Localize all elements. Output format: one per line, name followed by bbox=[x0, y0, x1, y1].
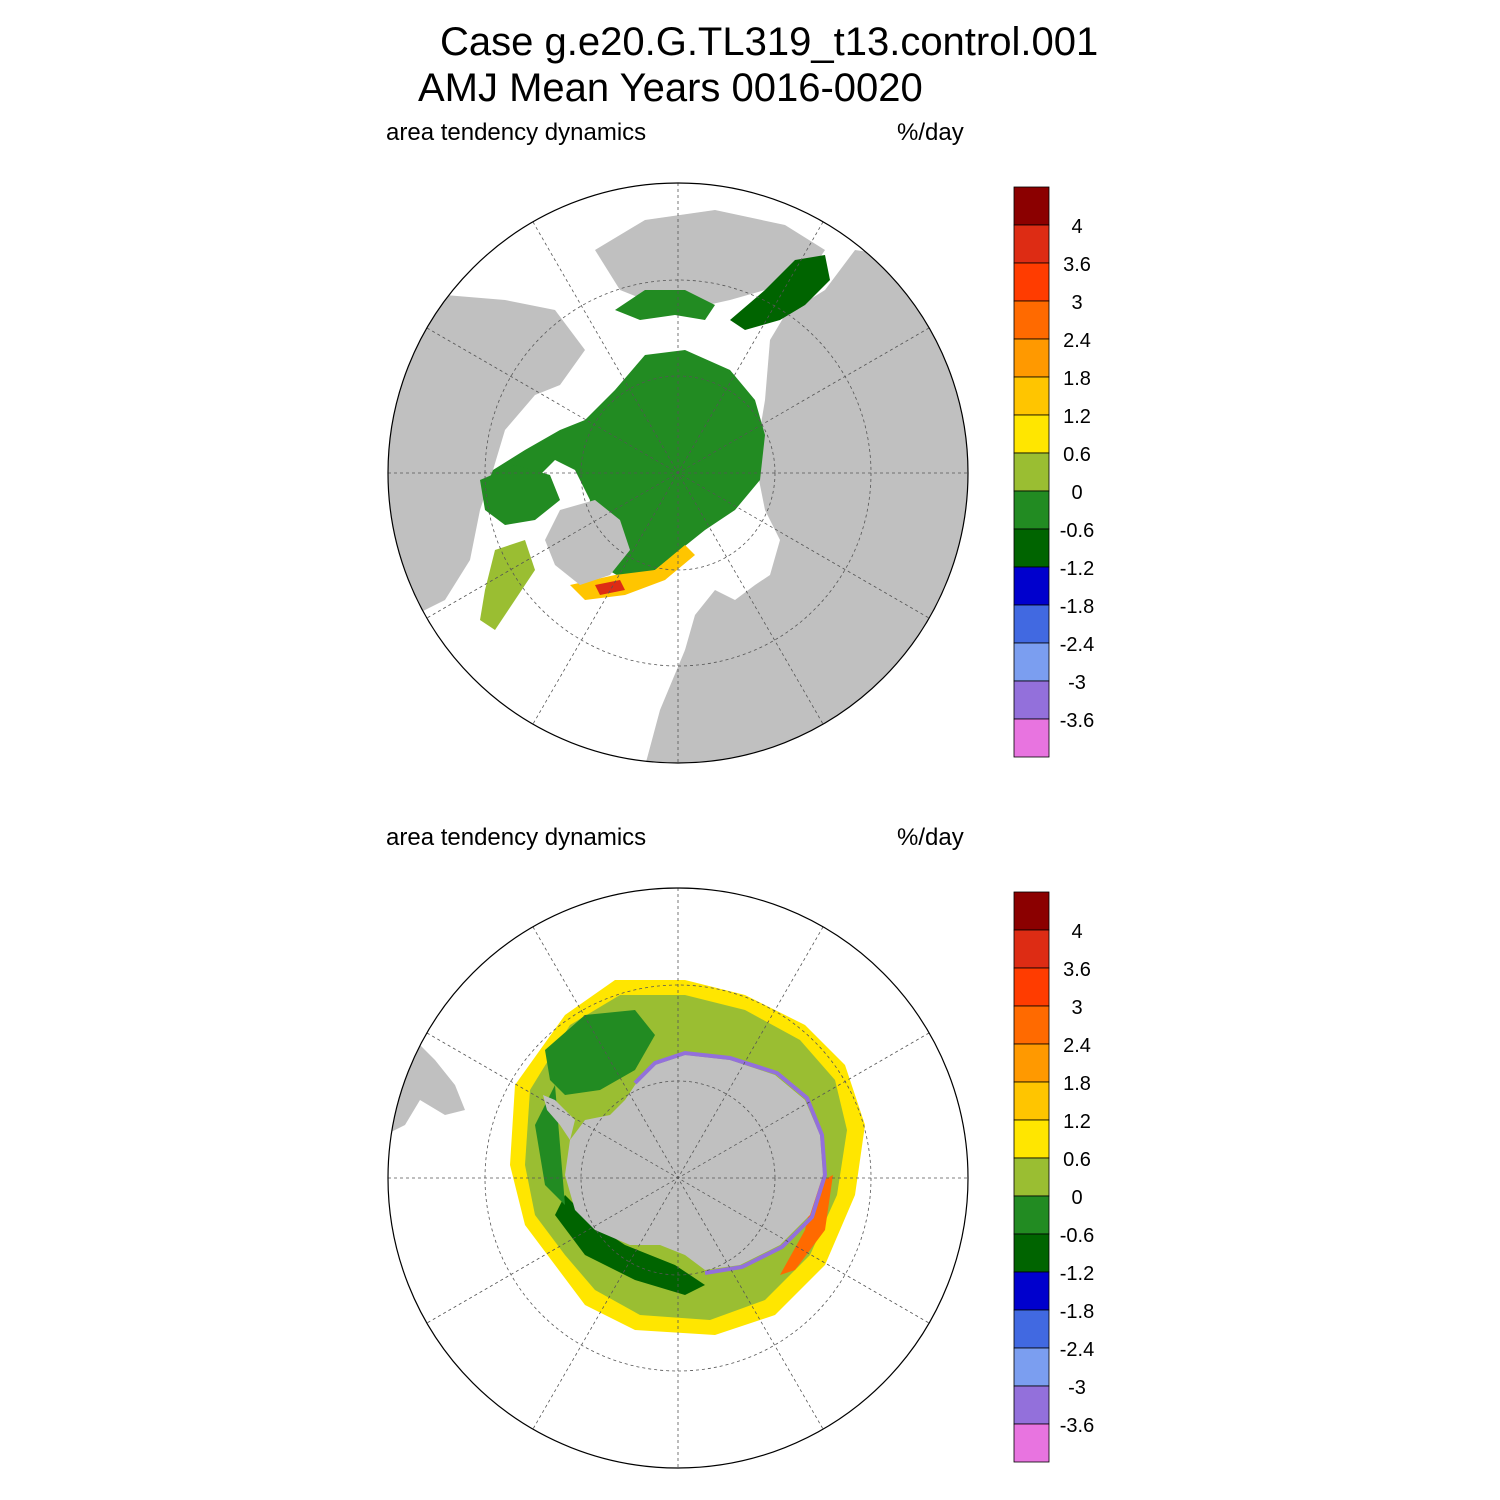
colorbar-tick-label: 4 bbox=[1071, 216, 1082, 238]
colorbar-tick-label: -1.2 bbox=[1060, 1263, 1094, 1285]
colorbar-tick-labels: 4 3.6 3 2.4 1.8 1.2 0.6 0 -0.6 -1.2 -1.8 -2.4 -3 -3.6 bbox=[1060, 921, 1094, 1437]
colorbar-tick-label: 0.6 bbox=[1063, 1149, 1091, 1171]
land-europe bbox=[645, 600, 735, 763]
colorbar-swatch bbox=[1013, 1271, 1050, 1311]
colorbar-swatch bbox=[1013, 1157, 1050, 1197]
map-border bbox=[387, 182, 969, 764]
sea-ice-okhotsk bbox=[730, 255, 830, 330]
colorbar-tick-label: 3 bbox=[1071, 997, 1082, 1019]
colorbar-tick-labels: 4 3.6 3 2.4 1.8 1.2 0.6 0 -0.6 -1.2 -1.8 -2.4 -3 -3.6 bbox=[1060, 216, 1094, 732]
figure-title-line1: Case g.e20.G.TL319_t13.control.001 bbox=[440, 20, 1099, 64]
colorbar-swatch bbox=[1013, 338, 1050, 378]
figure-title-line2: AMJ Mean Years 0016-0020 bbox=[418, 66, 923, 110]
colorbar-swatch bbox=[1013, 186, 1050, 226]
colorbar-swatch bbox=[1013, 1195, 1050, 1235]
land-greenland bbox=[545, 500, 630, 585]
land-antarctic-peninsula bbox=[543, 1095, 575, 1140]
colorbar-swatch bbox=[1013, 1309, 1050, 1349]
colorbar-tick-label: 1.2 bbox=[1063, 1111, 1091, 1133]
land-north-america bbox=[388, 295, 585, 630]
colorbar-swatches bbox=[1013, 186, 1050, 758]
sea-ice-bering bbox=[615, 290, 715, 320]
arctic-polar-map bbox=[387, 182, 969, 764]
colorbar-tick-label: -3.6 bbox=[1060, 710, 1094, 732]
colorbar-swatch bbox=[1013, 528, 1050, 568]
sea-ice-barents-edge bbox=[595, 580, 625, 595]
land-eurasia bbox=[655, 250, 968, 763]
colorbar-swatch bbox=[1013, 1043, 1050, 1083]
colorbar-tick-label: 3.6 bbox=[1063, 254, 1091, 276]
colorbar-tick-label: 3 bbox=[1071, 292, 1082, 314]
colorbar-tick-label: -0.6 bbox=[1060, 1225, 1094, 1247]
colorbar-swatch bbox=[1013, 224, 1050, 264]
south-panel-variable-label: area tendency dynamics bbox=[386, 824, 647, 851]
colorbar-tick-label: -0.6 bbox=[1060, 520, 1094, 542]
colorbar-swatch bbox=[1013, 680, 1050, 720]
colorbar-swatch bbox=[1013, 1347, 1050, 1387]
north-panel-variable-label: area tendency dynamics bbox=[386, 119, 647, 146]
colorbar-swatch bbox=[1013, 891, 1050, 931]
south-colorbar: 4 3.6 3 2.4 1.8 1.2 0.6 0 -0.6 -1.2 -1.8 -2.4 -3 -3.6 bbox=[1013, 891, 1094, 1463]
south-panel-units-label: %/day bbox=[897, 824, 964, 851]
colorbar-tick-label: 0.6 bbox=[1063, 444, 1091, 466]
colorbar-tick-label: 2.4 bbox=[1063, 330, 1091, 352]
sea-ice-ross bbox=[555, 1195, 705, 1295]
sea-ice-arctic-ocean bbox=[485, 350, 765, 580]
colorbar-tick-label: -2.4 bbox=[1060, 1339, 1094, 1361]
north-colorbar: 4 3.6 3 2.4 1.8 1.2 0.6 0 -0.6 -1.2 -1.8 -2.4 -3 -3.6 bbox=[1013, 186, 1094, 758]
land-antarctica bbox=[565, 1055, 823, 1270]
colorbar-swatch bbox=[1013, 262, 1050, 302]
colorbar-tick-label: 4 bbox=[1071, 921, 1082, 943]
north-panel-units-label: %/day bbox=[897, 119, 964, 146]
colorbar-swatch bbox=[1013, 414, 1050, 454]
colorbar-swatch bbox=[1013, 967, 1050, 1007]
colorbar-tick-label: 1.2 bbox=[1063, 406, 1091, 428]
map-border bbox=[387, 887, 969, 1469]
colorbar-tick-label: 0 bbox=[1071, 482, 1082, 504]
colorbar-swatches bbox=[1013, 891, 1050, 1463]
colorbar-tick-label: 3.6 bbox=[1063, 959, 1091, 981]
colorbar-swatch bbox=[1013, 490, 1050, 530]
colorbar-tick-label: -1.2 bbox=[1060, 558, 1094, 580]
colorbar-swatch bbox=[1013, 1423, 1050, 1463]
colorbar-swatch bbox=[1013, 376, 1050, 416]
colorbar-tick-label: -1.8 bbox=[1060, 1301, 1094, 1323]
sea-ice-weddell bbox=[545, 1010, 655, 1095]
ice-shelf-coast bbox=[633, 1050, 828, 1275]
colorbar-swatch bbox=[1013, 1385, 1050, 1425]
colorbar-swatch bbox=[1013, 566, 1050, 606]
graticule bbox=[388, 888, 968, 1468]
colorbar-swatch bbox=[1013, 1119, 1050, 1159]
colorbar-swatch bbox=[1013, 604, 1050, 644]
graticule bbox=[388, 183, 968, 763]
colorbar-swatch bbox=[1013, 452, 1050, 492]
land-alaska-siberia bbox=[595, 210, 825, 310]
sea-ice-labrador bbox=[480, 540, 535, 630]
colorbar-tick-label: -2.4 bbox=[1060, 634, 1094, 656]
colorbar-swatch bbox=[1013, 718, 1050, 758]
colorbar-swatch bbox=[1013, 1233, 1050, 1273]
colorbar-tick-label: 2.4 bbox=[1063, 1035, 1091, 1057]
colorbar-tick-label: 1.8 bbox=[1063, 1073, 1091, 1095]
antarctic-polar-map bbox=[387, 887, 969, 1469]
colorbar-tick-label: -3.6 bbox=[1060, 1415, 1094, 1437]
colorbar-tick-label: -3 bbox=[1068, 1377, 1086, 1399]
colorbar-swatch bbox=[1013, 1005, 1050, 1045]
sea-ice-hudson bbox=[480, 465, 560, 525]
colorbar-swatch bbox=[1013, 929, 1050, 969]
colorbar-swatch bbox=[1013, 1081, 1050, 1121]
colorbar-swatch bbox=[1013, 300, 1050, 340]
colorbar-tick-label: -3 bbox=[1068, 672, 1086, 694]
colorbar-swatch bbox=[1013, 642, 1050, 682]
colorbar-tick-label: 0 bbox=[1071, 1187, 1082, 1209]
colorbar-tick-label: 1.8 bbox=[1063, 368, 1091, 390]
colorbar-tick-label: -1.8 bbox=[1060, 596, 1094, 618]
